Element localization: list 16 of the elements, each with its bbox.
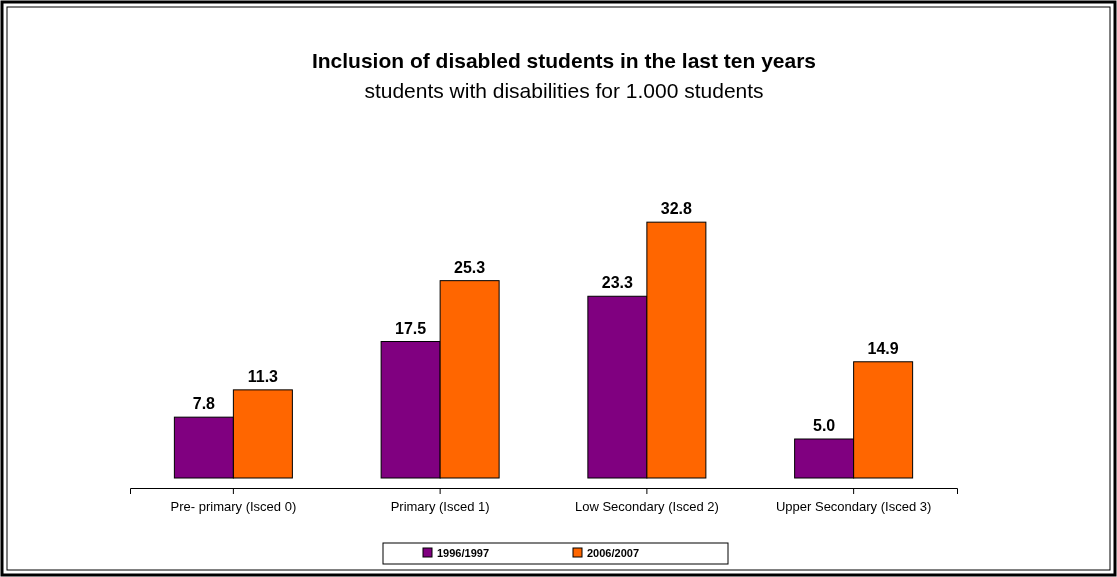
data-label: 14.9 — [867, 339, 899, 357]
x-tick-label: Pre- primary (Isced 0) — [170, 499, 297, 515]
legend-label: 2006/2007 — [587, 547, 639, 559]
data-label: 7.8 — [192, 395, 216, 413]
data-label: 17.5 — [395, 319, 427, 337]
x-tick-label: Upper Secondary (Isced 3) — [775, 499, 932, 515]
data-label: 11.3 — [247, 367, 279, 385]
data-label: 23.3 — [601, 274, 634, 292]
legend-label: 1996/1997 — [437, 547, 489, 559]
x-tick-label: Primary (Isced 1) — [390, 499, 490, 515]
chart-subtitle: students with disabilities for 1.000 students — [364, 79, 764, 102]
data-label: 5.0 — [813, 417, 836, 434]
chart-title: Inclusion of disabled students in the last ten years — [311, 49, 817, 72]
data-label: 25.3 — [454, 258, 486, 276]
data-label: 32.8 — [660, 200, 693, 218]
x-tick-label: Low Secondary (Isced 2) — [574, 499, 719, 515]
